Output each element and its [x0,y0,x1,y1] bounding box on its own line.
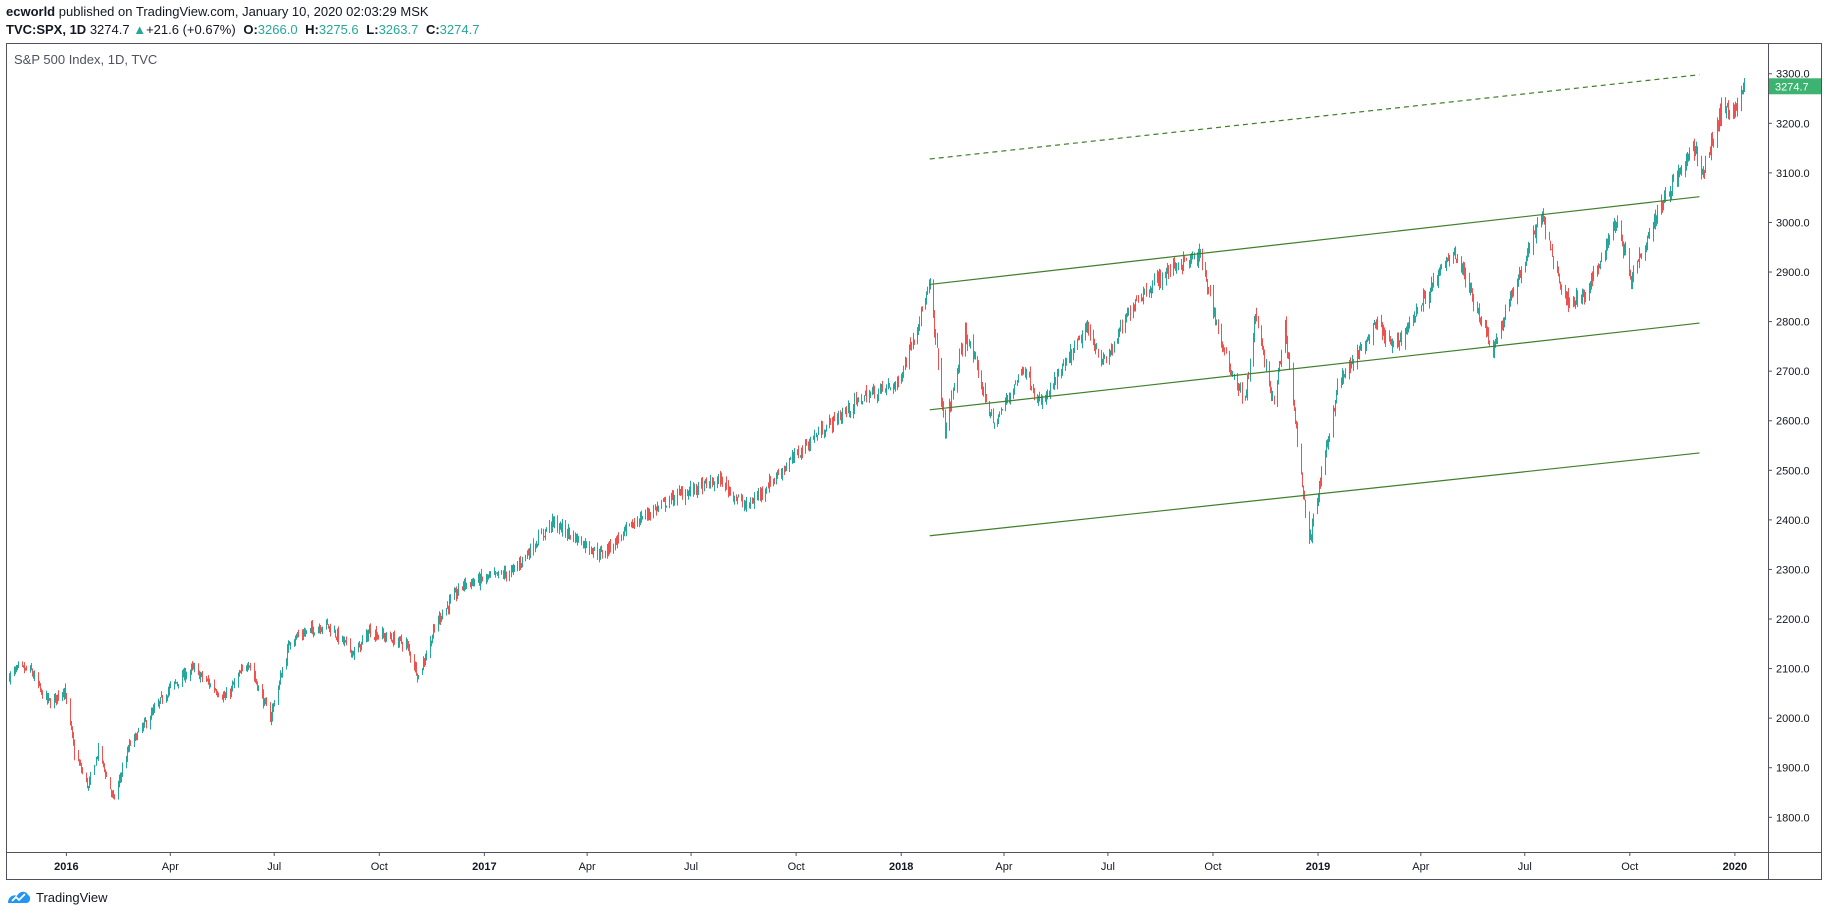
published-text: published on TradingView.com, January 10… [58,4,429,19]
publish-header: ecworld published on TradingView.com, Ja… [6,4,1816,38]
time-tick-label: Oct [788,861,805,873]
price-axis[interactable]: 1800.0 1900.0 2000.0 2100.0 2200.0 2300.0 2400… [1768,69,1810,825]
price-tick-label: 2300.0 [1776,564,1810,576]
price-tick-label: 2700.0 [1776,366,1810,378]
time-tick-label: Jul [267,861,281,873]
price-tick-label: 3200.0 [1776,118,1810,130]
time-tick-label: Jul [1101,861,1115,873]
chart-frame [6,43,1822,880]
price-tick-label: 2000.0 [1776,713,1810,725]
price-tag-label: 3274.7 [1775,81,1809,93]
price-tick-label: 2500.0 [1776,465,1810,477]
time-tick-label: 2016 [54,861,78,873]
symbol-label: TVC:SPX, 1D [6,22,87,37]
projected-channel-line[interactable] [929,74,1700,160]
last-price: 3274.7 [89,22,130,37]
author-name[interactable]: ecworld [6,4,56,19]
price-tick-label: 2600.0 [1776,416,1810,428]
price-tick-label: 1800.0 [1776,812,1810,824]
open-label: O: [243,22,258,37]
low-label: L: [366,22,379,37]
price-tick-label: 2400.0 [1776,515,1810,527]
middle-channel-line[interactable] [929,322,1700,411]
price-tick-label: 2900.0 [1776,267,1810,279]
upper-channel-line[interactable] [929,196,1700,286]
publisher-line: ecworld published on TradingView.com, Ja… [6,4,1816,20]
open-value: 3266.0 [257,22,298,37]
price-tag-box [1769,78,1821,95]
close-label: C: [425,22,440,37]
time-axis[interactable]: 2016 Apr Jul Oct 2017 Apr Jul Oct 2018 Apr Jul Oct 2… [54,852,1747,873]
time-tick-label: Jul [1518,861,1532,873]
price-tick-label: 3100.0 [1776,168,1810,180]
time-tick-label: Oct [1621,861,1638,873]
price-tick-label: 3300.0 [1776,69,1810,81]
price-tick-label: 1900.0 [1776,763,1810,775]
time-tick-label: 2020 [1723,861,1747,873]
price-tick-label: 2100.0 [1776,664,1810,676]
symbol-ohlc-line: TVC:SPX, 1D 3274.7 ▲+21.6 (+0.67%) O:326… [6,22,1816,38]
time-tick-label: Oct [1204,861,1221,873]
time-tick-label: Oct [371,861,388,873]
price-tick-label: 2200.0 [1776,614,1810,626]
time-tick-label: Apr [995,861,1012,873]
price-tick-label: 3000.0 [1776,217,1810,229]
chart-title: S&P 500 Index, 1D, TVC [14,52,157,67]
high-label: H: [305,22,319,37]
low-value: 3263.7 [378,22,419,37]
change-value: ▲+21.6 (+0.67%) [133,22,236,37]
lower-channel-line[interactable] [929,452,1700,537]
footer-brand[interactable]: TradingView [36,889,108,905]
price-tick-label: 2800.0 [1776,317,1810,329]
high-value: 3275.6 [318,22,359,37]
time-tick-label: Jul [684,861,698,873]
time-tick-label: Apr [579,861,596,873]
footer: TradingView [6,888,108,906]
trendlines-layer [929,74,1700,537]
up-arrow-icon: ▲ [133,22,147,37]
time-tick-label: 2019 [1306,861,1330,873]
time-tick-label: Apr [162,861,179,873]
change-text: +21.6 (+0.67%) [146,22,236,37]
time-tick-label: Apr [1412,861,1429,873]
candles-layer [9,77,1745,800]
time-tick-label: 2017 [472,861,496,873]
tradingview-logo-icon [8,891,31,903]
last-price-tag: 3274.7 [1769,78,1821,95]
time-tick-label: 2018 [889,861,913,873]
close-value: 3274.7 [439,22,480,37]
